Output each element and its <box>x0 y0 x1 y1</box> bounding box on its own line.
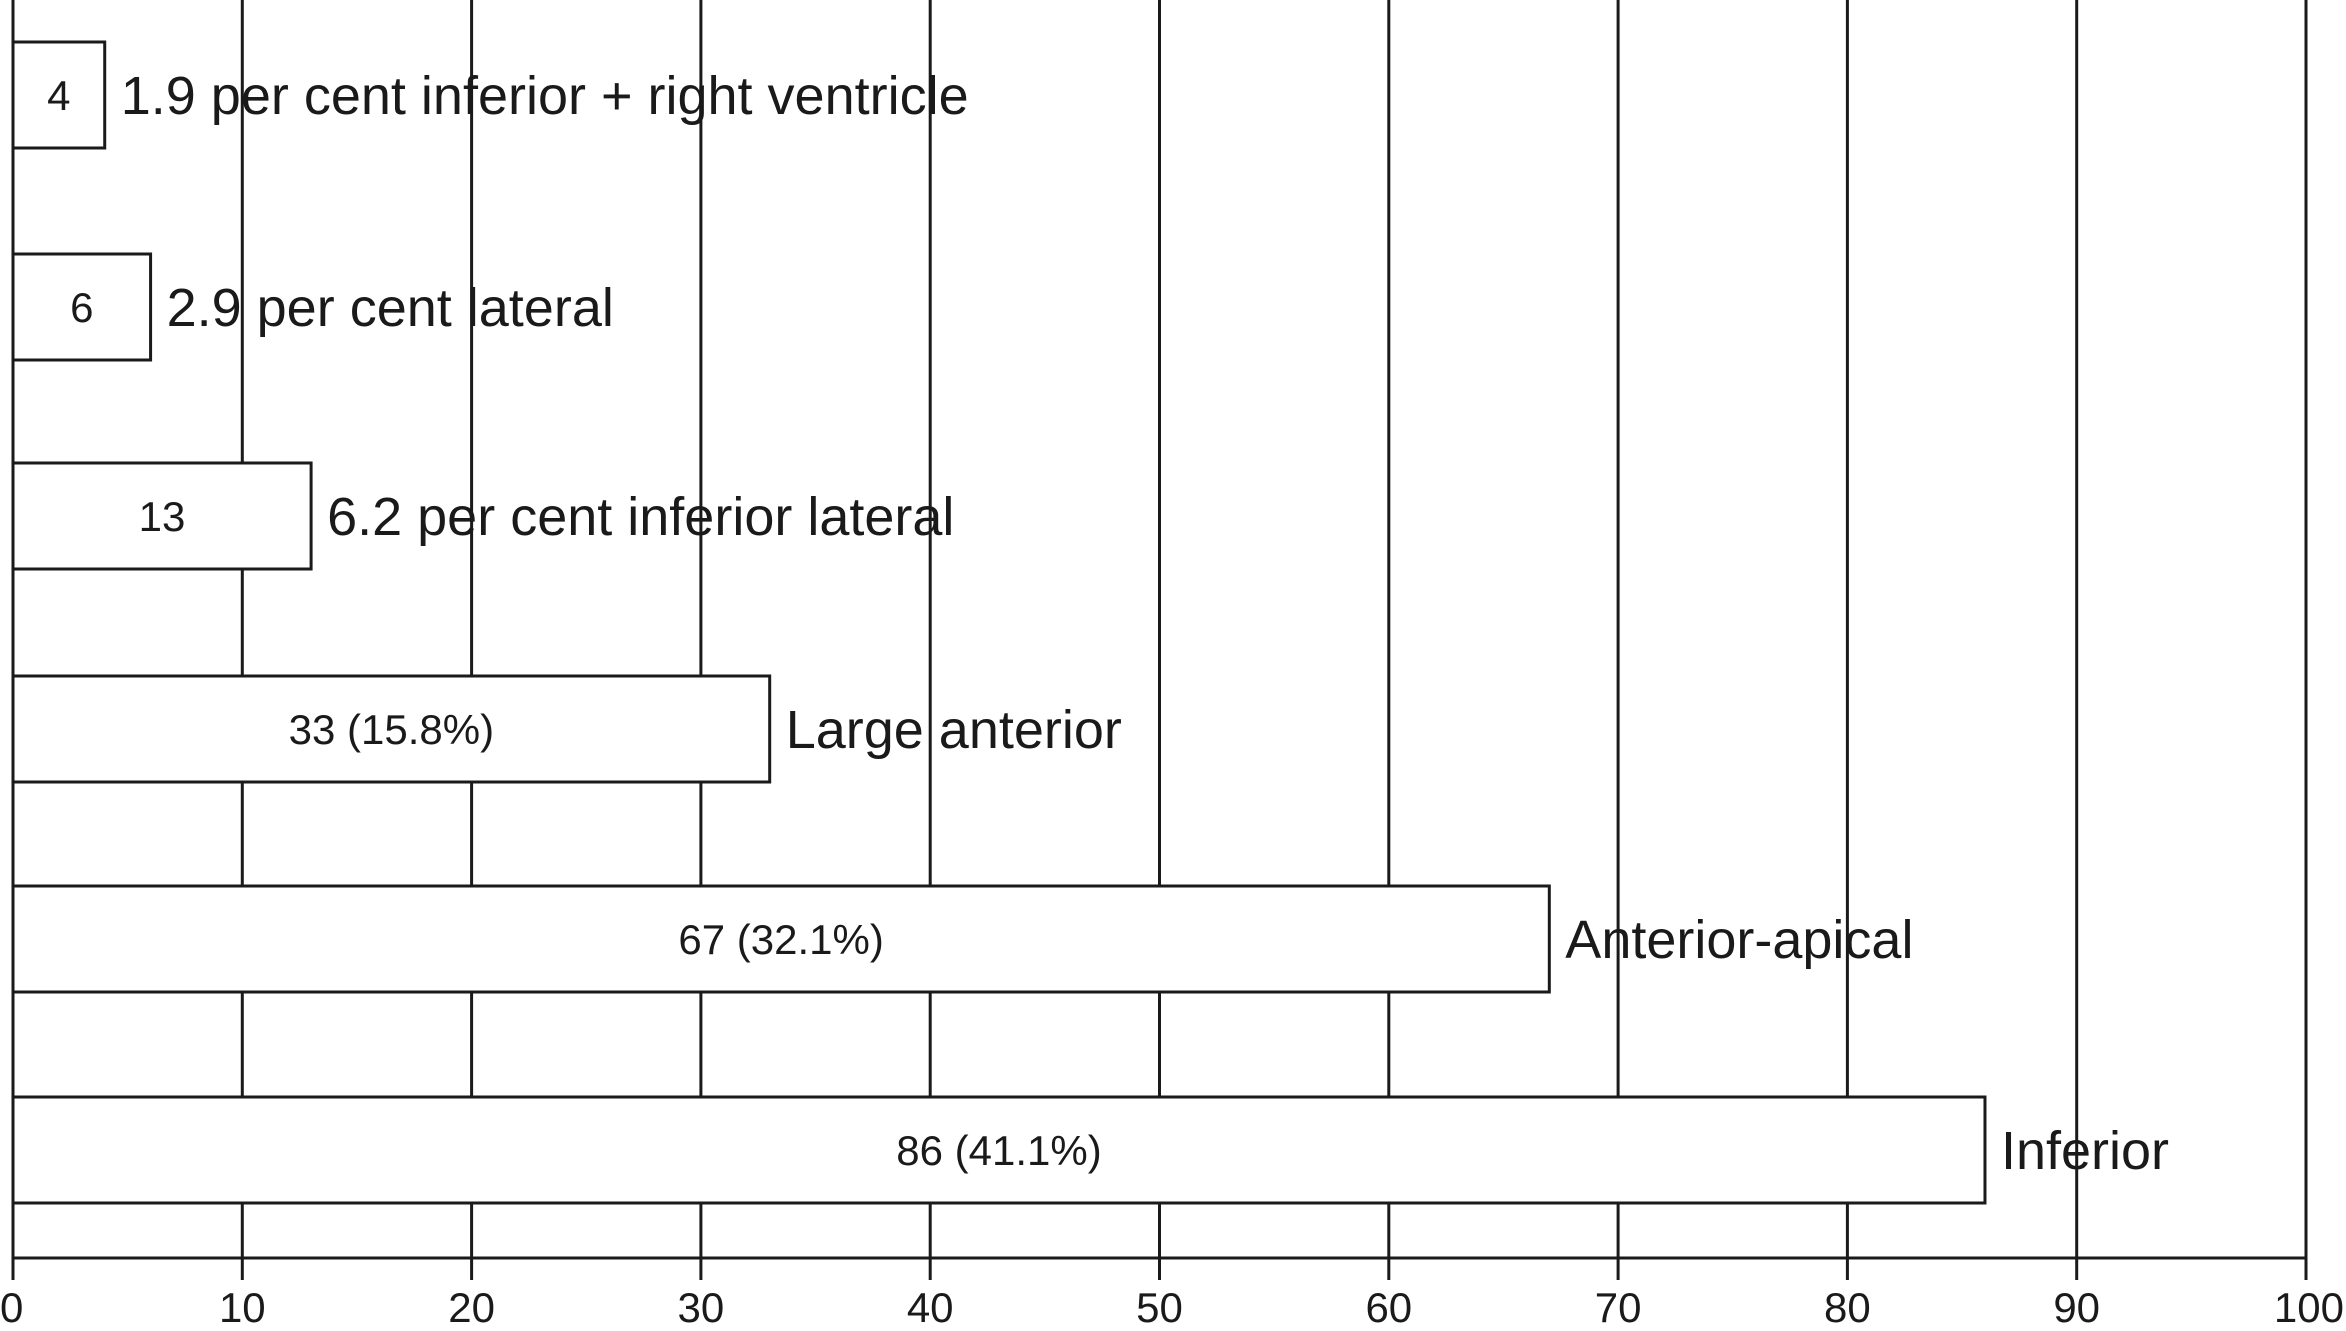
x-tick-label-30: 30 <box>678 1284 725 1331</box>
x-tick-label-0: 0 <box>0 1284 23 1331</box>
bar-value-label-3: 33 (15.8%) <box>289 706 494 753</box>
x-tick-label-100: 100 <box>2274 1284 2344 1331</box>
x-tick-label-70: 70 <box>1595 1284 1642 1331</box>
bar-category-label-5: Inferior <box>2001 1121 2169 1181</box>
bars: 4 1.9 per cent inferior + right ventricle… <box>11 40 2169 1205</box>
bar-category-label-4: Anterior-apical <box>1565 910 1913 970</box>
bar-category-label-3: Large anterior <box>786 700 1122 760</box>
bar-value-label-4: 67 (32.1%) <box>678 916 883 963</box>
x-tick-label-40: 40 <box>907 1284 954 1331</box>
x-tick-label-90: 90 <box>2053 1284 2100 1331</box>
x-tick-label-80: 80 <box>1824 1284 1871 1331</box>
x-tick-label-50: 50 <box>1136 1284 1183 1331</box>
x-tick-label-20: 20 <box>448 1284 495 1331</box>
bar-value-label-0: 4 <box>47 72 70 119</box>
bar-0 <box>11 40 107 150</box>
bar-value-label-2: 13 <box>139 493 186 540</box>
grid-lines <box>240 0 2308 1258</box>
bar-category-label-0: 1.9 per cent inferior + right ventricle <box>121 66 969 126</box>
bar-value-label-1: 6 <box>70 284 93 331</box>
x-tick-label-10: 10 <box>219 1284 266 1331</box>
bar-category-label-1: 2.9 per cent lateral <box>167 278 614 338</box>
bar-category-label-2: 6.2 per cent inferior lateral <box>327 487 954 547</box>
bar-value-label-5: 86 (41.1%) <box>896 1127 1101 1174</box>
x-tick-label-60: 60 <box>1365 1284 1412 1331</box>
